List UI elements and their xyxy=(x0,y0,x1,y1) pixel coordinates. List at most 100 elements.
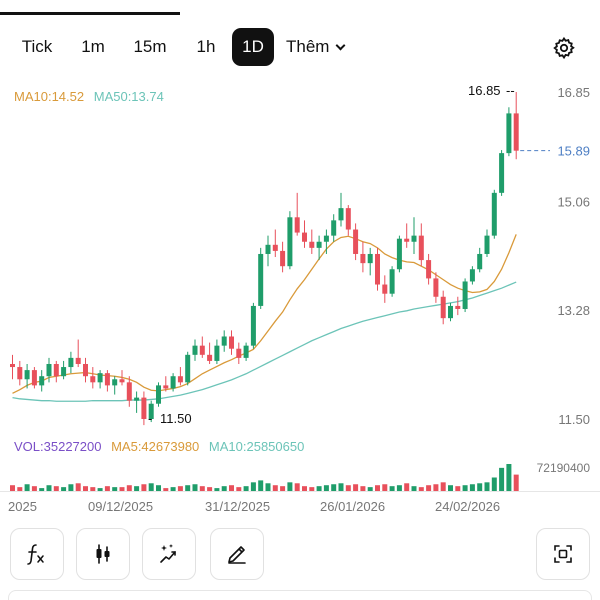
candle-body xyxy=(287,217,293,267)
volume-bar xyxy=(221,486,227,491)
volume-bar xyxy=(170,487,176,491)
candlestick-icon xyxy=(96,544,110,564)
tab-1h[interactable]: 1h xyxy=(196,37,216,56)
candle-body xyxy=(119,379,125,383)
ai-draw-button[interactable] xyxy=(142,528,196,580)
candle-body xyxy=(396,238,402,270)
tab-tick[interactable]: Tick xyxy=(21,37,53,56)
candle-body xyxy=(353,229,359,254)
fullscreen-icon xyxy=(554,545,572,563)
volume-bar xyxy=(83,486,88,491)
volume-bar xyxy=(134,486,140,491)
candle-body xyxy=(97,373,103,383)
candle-body xyxy=(141,397,147,419)
chart-type-button[interactable] xyxy=(76,528,130,580)
tab-15m[interactable]: 15m xyxy=(133,37,167,56)
ma-legend: MA10:14.52 MA50:13.74 xyxy=(14,89,164,104)
candle-body xyxy=(418,235,424,261)
candle-body xyxy=(338,208,344,221)
volume-bar xyxy=(39,488,45,491)
volume-bar xyxy=(97,488,103,491)
volume-bar xyxy=(185,485,191,491)
settings-button[interactable] xyxy=(552,36,576,60)
volume-bar xyxy=(331,484,337,491)
volume-bar xyxy=(302,486,307,491)
candle-body xyxy=(484,235,490,254)
volume-bar xyxy=(61,487,67,491)
candle-body xyxy=(53,363,59,377)
volume-bar xyxy=(141,484,147,491)
tab-more-label: Thêm xyxy=(286,37,330,56)
volume-bar xyxy=(31,486,37,491)
draw-tool-button[interactable] xyxy=(210,528,264,580)
candle-body xyxy=(477,253,483,270)
volume-bar xyxy=(177,486,183,491)
volume-bar xyxy=(426,485,432,491)
candle-body xyxy=(506,113,512,154)
low-price-label: 11.50 xyxy=(160,411,192,426)
candle-body xyxy=(236,348,242,358)
volume-bar xyxy=(404,483,410,491)
volume-bar xyxy=(112,487,118,491)
candle-body xyxy=(462,281,468,309)
date-label: 09/12/2025 xyxy=(88,499,153,514)
indicator-button[interactable] xyxy=(10,528,64,580)
candle-body xyxy=(404,238,410,242)
fullscreen-button[interactable] xyxy=(536,528,590,580)
candlestick-chart: 16.85 15.89 15.06 13.28 11.50 16.85 -- 1… xyxy=(0,83,600,514)
volume-ma5-value: MA5:42673980 xyxy=(111,439,200,454)
chevron-down-icon xyxy=(336,40,346,50)
candle-body xyxy=(265,244,271,254)
price-tick-label: 15.06 xyxy=(557,194,590,209)
volume-bar xyxy=(353,484,359,491)
candle-body xyxy=(280,250,286,267)
candle-body xyxy=(170,376,176,389)
volume-bar xyxy=(316,486,322,491)
volume-ma10-value: MA10:25850650 xyxy=(208,439,305,454)
timeframe-tabs: Tick 1m 15m 1h 1D Thêm xyxy=(0,28,600,68)
volume-bar xyxy=(484,482,490,491)
date-label: 26/01/2026 xyxy=(320,499,385,514)
candle-body xyxy=(360,253,366,264)
candle-body xyxy=(221,336,227,346)
candle-body xyxy=(148,403,154,419)
volume-bar xyxy=(229,485,234,491)
volume-bar xyxy=(477,483,483,491)
candle-body xyxy=(112,379,118,386)
volume-bar xyxy=(236,487,242,491)
chart-toolbar xyxy=(0,528,600,584)
tab-1d[interactable]: 1D xyxy=(232,28,274,66)
candle-body xyxy=(302,232,307,242)
candle-body xyxy=(163,385,169,389)
pencil-icon xyxy=(228,546,246,564)
candle-body xyxy=(214,345,220,361)
volume-bar xyxy=(323,485,329,491)
volume-bar xyxy=(119,487,125,491)
candle-body xyxy=(455,305,461,309)
candle-body xyxy=(61,367,67,377)
candle-body xyxy=(207,354,213,361)
high-price-marker: -- xyxy=(506,83,515,98)
candle-body xyxy=(367,253,373,264)
candle-body xyxy=(68,357,74,368)
price-chart[interactable]: 16.85 15.89 15.06 13.28 11.50 16.85 -- 1… xyxy=(0,76,600,520)
candle-body xyxy=(469,269,475,282)
candle-body xyxy=(39,376,45,386)
volume-bar xyxy=(207,487,213,491)
tab-1m[interactable]: 1m xyxy=(81,37,105,56)
date-label: 24/02/2026 xyxy=(435,499,500,514)
candle-body xyxy=(382,284,388,294)
gear-icon xyxy=(553,36,575,60)
candle-body xyxy=(229,336,234,349)
volume-bar xyxy=(294,483,300,491)
tab-more[interactable]: Thêm xyxy=(286,28,362,66)
volume-bar xyxy=(499,467,505,491)
candle-body xyxy=(309,241,315,248)
volume-bar xyxy=(440,482,446,491)
volume-bar xyxy=(506,464,512,491)
candle-body xyxy=(17,367,23,380)
volume-bar xyxy=(455,486,461,491)
bottom-panel-edge xyxy=(8,590,592,600)
candle-body xyxy=(192,345,198,355)
candle-body xyxy=(375,253,380,285)
